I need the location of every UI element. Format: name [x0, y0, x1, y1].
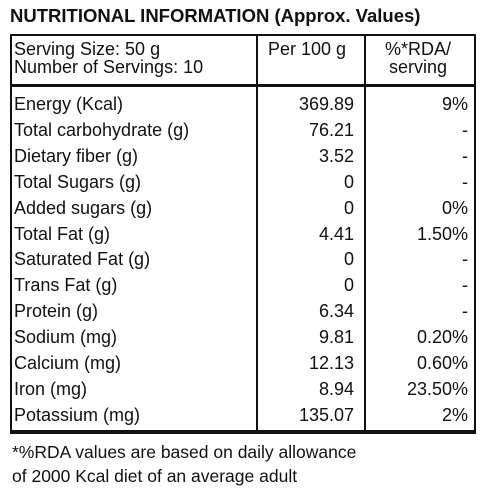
rda-value: -: [462, 249, 468, 270]
per-100g-value: 0: [343, 275, 354, 296]
per-100g-value: 3.52: [318, 145, 354, 166]
rda-value: -: [462, 119, 468, 140]
nutrient-name: Total Fat (g): [14, 223, 111, 244]
title: NUTRITIONAL INFORMATION (Approx. Values): [10, 5, 421, 26]
nutrient-name: Trans Fat (g): [14, 275, 118, 296]
per-100g-value: 9.81: [318, 327, 354, 348]
nutrient-name: Saturated Fat (g): [14, 249, 151, 270]
rda-value: 9%: [441, 94, 468, 114]
nutrient-name: Protein (g): [14, 301, 99, 322]
rda-value: 1.50%: [416, 223, 468, 244]
per-100g-value: 6.34: [318, 301, 354, 322]
header-cell: serving: [388, 57, 448, 77]
per-100g-value: 0: [343, 197, 354, 218]
nutrient-name: Calcium (mg): [14, 353, 122, 373]
per-100g-value: 8.94: [318, 378, 354, 399]
per-100g-value: 76.21: [308, 119, 354, 140]
rda-value: -: [462, 301, 468, 322]
header-cell: %*RDA/: [384, 39, 451, 59]
rda-value: -: [462, 275, 468, 296]
rda-value: 0%: [441, 197, 468, 218]
per-100g-value: 4.41: [318, 223, 354, 244]
rda-value: 23.50%: [406, 378, 468, 399]
bottom-rule: [10, 430, 476, 433]
column-divider: [364, 34, 366, 434]
rda-value: 0.20%: [416, 327, 468, 348]
nutrient-name: Potassium (mg): [14, 404, 141, 425]
nutrient-name: Total carbohydrate (g): [14, 119, 190, 140]
rda-value: 0.60%: [416, 353, 468, 373]
rda-value: 2%: [441, 404, 468, 425]
rda-value: -: [462, 145, 468, 166]
per-100g-value: 369.89: [298, 94, 354, 114]
header-rule: [10, 84, 476, 87]
header-cell: Number of Servings: 10: [14, 57, 204, 77]
per-100g-value: 0: [343, 171, 354, 192]
table-border: [10, 34, 476, 434]
rda-value: -: [462, 171, 468, 192]
per-100g-value: 12.13: [308, 353, 354, 373]
nutrient-name: Total Sugars (g): [14, 171, 142, 192]
nutrient-name: Iron (mg): [14, 378, 88, 399]
nutrient-name: Added sugars (g): [14, 197, 153, 218]
footnote: *%RDA values are based on daily allowanc…: [12, 442, 357, 462]
column-divider: [256, 34, 258, 434]
footnote: of 2000 Kcal diet of an average adult: [12, 466, 298, 486]
nutrient-name: Energy (Kcal): [14, 94, 124, 114]
nutrient-name: Sodium (mg): [14, 327, 118, 348]
per-100g-value: 135.07: [298, 404, 354, 425]
nutrient-name: Dietary fiber (g): [14, 145, 139, 166]
header-cell: Per 100 g: [267, 39, 347, 59]
per-100g-value: 0: [343, 249, 354, 270]
header-cell: Serving Size: 50 g: [14, 39, 161, 59]
